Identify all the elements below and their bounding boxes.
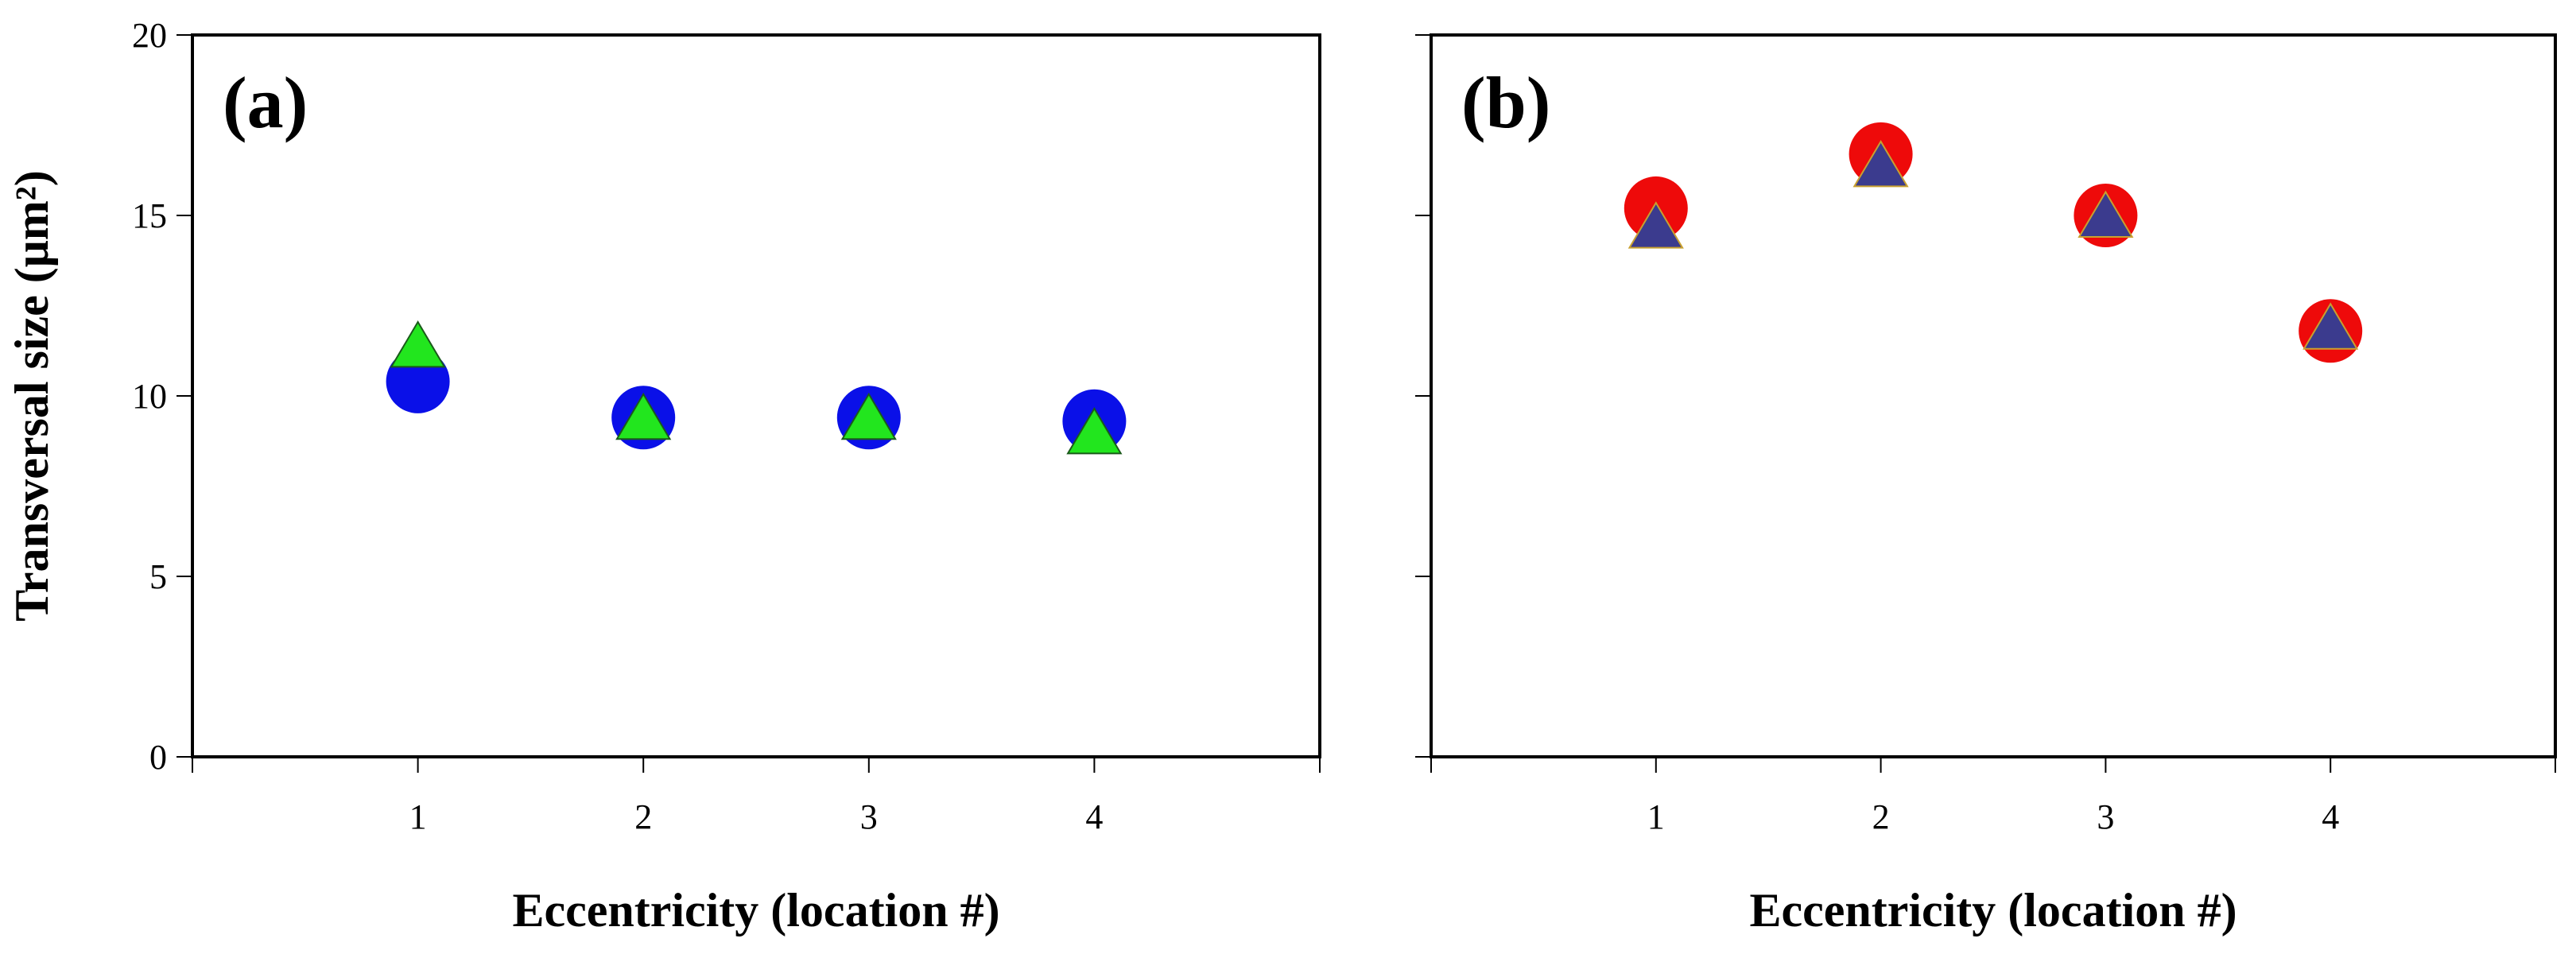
plot-frame [1430, 33, 2557, 758]
data-point-triangle [1066, 406, 1123, 455]
x-tick-label: 2 [1872, 797, 1890, 836]
chart-panel-a: 0 5 10 15 20 1 2 3 4 Eccentricity (location #) Tra… [6, 16, 1321, 937]
y-axis-title: Transversal size (μm²) [6, 170, 58, 621]
x-axis-title: Eccentricity (location #) [512, 884, 999, 937]
x-tick-label: 1 [409, 797, 427, 836]
data-point-triangle [1627, 201, 1684, 249]
data-point-triangle [2302, 302, 2359, 350]
x-tick-label: 2 [634, 797, 652, 836]
plot-frame [191, 33, 1321, 758]
data-point-triangle [1852, 140, 1909, 188]
y-tick-label: 20 [132, 16, 167, 55]
x-tick-label: 4 [1085, 797, 1103, 836]
x-tick-label: 3 [2097, 797, 2114, 836]
x-axis-title: Eccentricity (location #) [1749, 884, 2237, 937]
panel-label: (a) [223, 62, 308, 143]
data-point-triangle [615, 392, 672, 440]
data-point-triangle [2077, 190, 2134, 238]
y-tick-label: 0 [149, 738, 167, 777]
data-point-triangle [840, 392, 897, 440]
chart-panel-b: 1 2 3 4 Eccentricity (location #) (b) [1415, 33, 2557, 937]
data-point-triangle [390, 320, 446, 368]
x-tick-label: 4 [2322, 797, 2339, 836]
y-tick-label: 5 [149, 557, 167, 596]
y-tick-label: 10 [132, 377, 167, 416]
y-tick-label: 15 [132, 196, 167, 235]
panel-label: (b) [1461, 62, 1550, 143]
x-tick-label: 1 [1647, 797, 1665, 836]
x-tick-label: 3 [860, 797, 878, 836]
